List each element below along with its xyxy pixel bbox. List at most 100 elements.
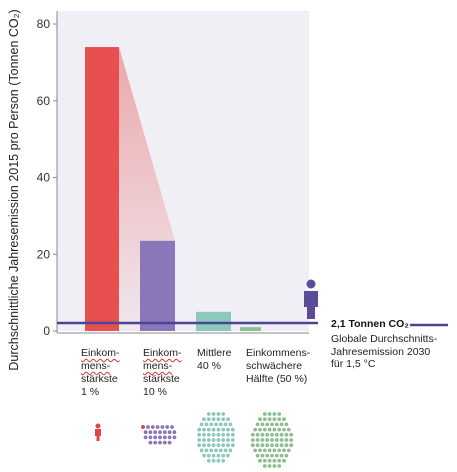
person-dot xyxy=(153,435,158,440)
person-dot xyxy=(197,438,202,442)
person-dot xyxy=(158,440,162,445)
person-dot xyxy=(209,422,214,427)
person-dot xyxy=(226,443,230,448)
person-dot xyxy=(230,438,235,442)
person-dot xyxy=(272,458,277,463)
person-dot xyxy=(250,438,255,442)
y-tick-label: 40 xyxy=(37,171,51,185)
person-dot xyxy=(255,422,260,427)
person-dot xyxy=(230,443,235,448)
reference-line-description: Globale Durchschnitts- Jahresemission 20… xyxy=(331,333,438,370)
person-dot xyxy=(282,458,286,463)
person-dot xyxy=(221,453,226,458)
person-dot xyxy=(260,438,265,442)
y-axis-label: Durchschnittliche Jahresemission 2015 pr… xyxy=(7,9,21,370)
person-dot xyxy=(216,443,221,448)
person-dot xyxy=(223,422,228,427)
person-dot xyxy=(202,427,206,432)
category-label-top1: Einkom- mens- stärkste 1 % xyxy=(81,347,120,398)
person-icon-large xyxy=(304,279,318,319)
person-dot xyxy=(167,440,172,445)
reference-line-label: 2,1 Tonnen CO₂ xyxy=(331,318,409,330)
person-dot xyxy=(267,448,272,453)
person-dot xyxy=(260,443,265,448)
person-dot xyxy=(286,448,291,453)
person-dot xyxy=(167,435,172,440)
bar-top10 xyxy=(140,240,175,331)
person-dot xyxy=(211,453,216,458)
person-dot xyxy=(258,427,262,432)
person-dot xyxy=(279,443,284,448)
person-dot xyxy=(274,432,279,437)
person-dot xyxy=(282,427,286,432)
person-dot xyxy=(250,443,255,448)
person-dot xyxy=(211,443,216,448)
person-dot xyxy=(150,425,155,429)
person-dot xyxy=(279,453,284,458)
person-dot xyxy=(262,448,267,453)
person-dot xyxy=(221,427,226,432)
person-dot xyxy=(221,412,226,416)
person-dot xyxy=(262,412,267,416)
person-dot xyxy=(160,425,165,429)
person-dot xyxy=(158,435,162,440)
person-dot xyxy=(221,432,226,437)
person-dot xyxy=(216,432,221,437)
person-dot xyxy=(279,438,284,442)
person-dot xyxy=(260,422,265,427)
person-dot xyxy=(146,425,150,429)
person-dot xyxy=(172,435,177,440)
person-dot xyxy=(202,417,206,422)
category-label-top10: Einkom- mens- stärkste 10 % xyxy=(143,347,182,398)
person-dot xyxy=(226,417,230,422)
person-dot xyxy=(277,458,282,463)
person-dot xyxy=(199,448,204,453)
person-dot xyxy=(284,422,289,427)
person-dot xyxy=(153,440,158,445)
person-dot xyxy=(209,448,214,453)
person-dot xyxy=(274,443,279,448)
person-dot xyxy=(167,430,172,435)
bar-middle40 xyxy=(196,311,231,331)
person-dot xyxy=(282,448,286,453)
person-dot xyxy=(148,435,153,440)
person-dot xyxy=(211,432,216,437)
person-dot xyxy=(270,453,274,458)
person-dot xyxy=(228,422,233,427)
person-dot xyxy=(258,417,262,422)
person-dot xyxy=(289,432,294,437)
person-dot xyxy=(230,427,235,432)
person-dot xyxy=(277,412,282,416)
person-dot xyxy=(211,438,216,442)
person-dot xyxy=(277,427,282,432)
person-dot xyxy=(162,435,167,440)
person-dot xyxy=(289,443,294,448)
person-dot xyxy=(270,432,274,437)
person-dot xyxy=(206,427,211,432)
person-dot xyxy=(228,448,233,453)
person-dot xyxy=(155,425,160,429)
person-dot xyxy=(202,432,206,437)
person-dot xyxy=(148,430,153,435)
person-dot xyxy=(274,422,279,427)
person-dot xyxy=(270,443,274,448)
person-dot xyxy=(218,422,223,427)
person-dot xyxy=(255,453,260,458)
person-dot xyxy=(206,453,211,458)
person-dot xyxy=(272,412,277,416)
person-dot xyxy=(250,432,255,437)
person-dot xyxy=(223,448,228,453)
person-dot xyxy=(206,443,211,448)
y-tick-label: 0 xyxy=(43,324,50,338)
person-dot xyxy=(267,464,272,468)
person-dot xyxy=(202,438,206,442)
person-dot xyxy=(158,430,162,435)
person-dot xyxy=(197,432,202,437)
person-dot xyxy=(253,427,258,432)
person-dot xyxy=(206,438,211,442)
person-dot xyxy=(265,453,270,458)
y-tick-label: 80 xyxy=(37,17,51,31)
person-dot xyxy=(265,422,270,427)
person-dot xyxy=(206,412,211,416)
